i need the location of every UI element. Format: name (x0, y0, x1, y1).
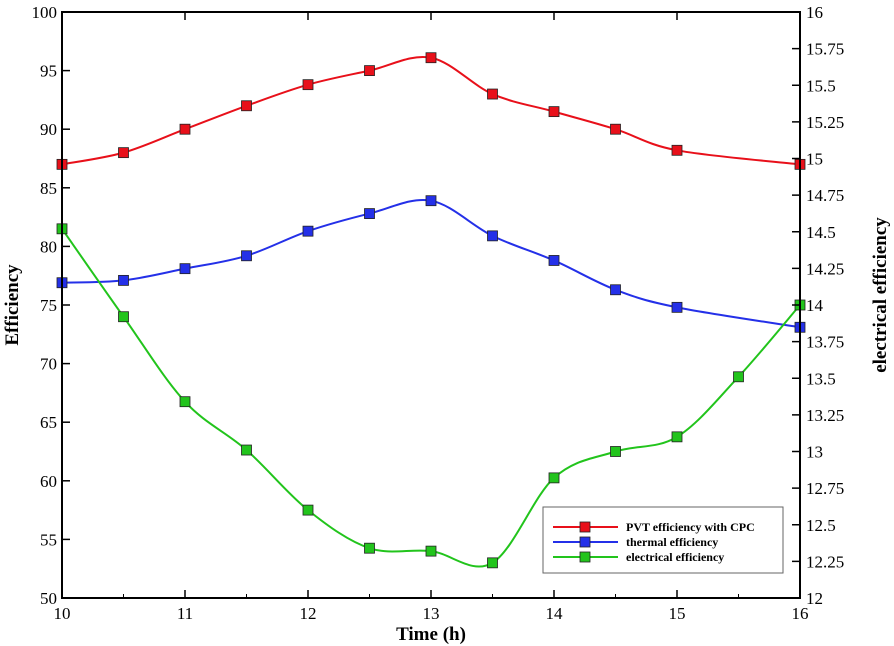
data-point (118, 274, 129, 286)
data-point (671, 301, 683, 313)
y2-tick-label: 13.5 (806, 369, 836, 388)
data-point (425, 195, 437, 207)
y2-tick-label: 13 (806, 443, 823, 462)
x-tick-label: 11 (177, 604, 193, 623)
y2-tick-label: 12.75 (806, 479, 844, 498)
data-point (118, 311, 129, 323)
y-tick-label: 100 (32, 3, 58, 22)
data-point (671, 431, 683, 443)
legend-marker (579, 536, 591, 548)
data-point (487, 557, 498, 569)
data-point (487, 88, 498, 100)
series-line-0 (61, 55, 801, 166)
data-point (241, 250, 252, 262)
legend-marker (579, 521, 591, 533)
data-point (364, 208, 375, 219)
data-point (487, 230, 498, 242)
legend-label: PVT efficiency with CPC (626, 520, 755, 534)
data-point (241, 100, 252, 112)
data-point (302, 225, 314, 237)
data-point (302, 504, 314, 516)
data-point (733, 371, 744, 383)
y2-tick-label: 12.25 (806, 552, 844, 571)
legend-label: electrical efficiency (626, 550, 724, 564)
y2-tick-label: 14 (806, 296, 824, 315)
y2-axis-label: electrical efficiency (870, 217, 891, 373)
y-tick-label: 70 (40, 355, 57, 374)
y2-tick-label: 16 (806, 3, 823, 22)
x-tick-label: 16 (792, 604, 809, 623)
y-tick-label: 85 (40, 179, 57, 198)
data-point (364, 65, 375, 76)
data-point (241, 444, 252, 456)
y-tick-label: 65 (40, 413, 57, 432)
data-point (179, 396, 191, 408)
series-line-1 (61, 198, 801, 329)
x-tick-label: 13 (423, 604, 440, 623)
x-tick-label: 12 (300, 604, 317, 623)
data-point (179, 263, 191, 275)
y-axis-label: Efficiency (2, 264, 23, 346)
y2-tick-label: 14.75 (806, 186, 844, 205)
y2-tick-label: 14.25 (806, 259, 844, 278)
y2-tick-label: 15.5 (806, 76, 836, 95)
data-point (610, 123, 621, 135)
x-axis-label: Time (h) (396, 624, 466, 645)
data-point (610, 446, 621, 457)
y2-tick-label: 13.75 (806, 333, 844, 352)
y-tick-label: 50 (40, 589, 57, 608)
data-point (425, 545, 437, 557)
y2-tick-label: 15.75 (806, 40, 844, 59)
x-tick-label: 14 (546, 604, 564, 623)
y-tick-label: 95 (40, 62, 57, 81)
y-tick-label: 80 (40, 237, 57, 256)
x-tick-label: 15 (669, 604, 686, 623)
y-tick-label: 75 (40, 296, 57, 315)
y-tick-label: 55 (40, 530, 57, 549)
y2-tick-label: 14.5 (806, 223, 836, 242)
y-tick-label: 90 (40, 120, 57, 139)
data-point (425, 52, 437, 64)
legend-label: thermal efficiency (626, 535, 718, 549)
data-point (118, 147, 129, 159)
y2-tick-label: 15.25 (806, 113, 844, 132)
legend-marker (579, 551, 591, 563)
data-point (548, 255, 560, 266)
y2-tick-label: 12 (806, 589, 823, 608)
y-tick-label: 60 (40, 472, 57, 491)
data-point (302, 79, 314, 91)
data-point (548, 472, 560, 484)
x-tick-label: 10 (54, 604, 71, 623)
data-point (548, 106, 560, 118)
y2-tick-label: 13.25 (806, 406, 844, 425)
data-point (364, 542, 375, 554)
y2-tick-label: 12.5 (806, 516, 836, 535)
data-point (671, 144, 683, 156)
data-point (610, 284, 621, 296)
y2-tick-label: 15 (806, 150, 823, 169)
data-point (179, 123, 191, 135)
